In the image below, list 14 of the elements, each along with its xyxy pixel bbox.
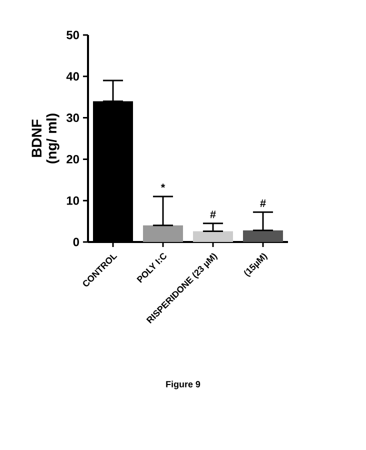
y-tick-label: 50 bbox=[66, 30, 79, 40]
annotation: # bbox=[210, 210, 216, 218]
y-tick-label: 30 bbox=[66, 114, 79, 122]
bar bbox=[242, 230, 283, 242]
annotation: # bbox=[260, 200, 266, 207]
y-tick-label: 20 bbox=[66, 154, 79, 164]
bar bbox=[143, 225, 183, 242]
y-axis-title: BDNF (ng/ ml) bbox=[32, 114, 60, 164]
caption: Figure 9 bbox=[166, 380, 200, 390]
bar bbox=[192, 231, 233, 242]
y-tick-label: 0 bbox=[73, 238, 79, 246]
annotation: * bbox=[160, 184, 166, 188]
y-tick-label: 10 bbox=[66, 196, 79, 205]
y-tick-label: 40 bbox=[66, 72, 79, 81]
